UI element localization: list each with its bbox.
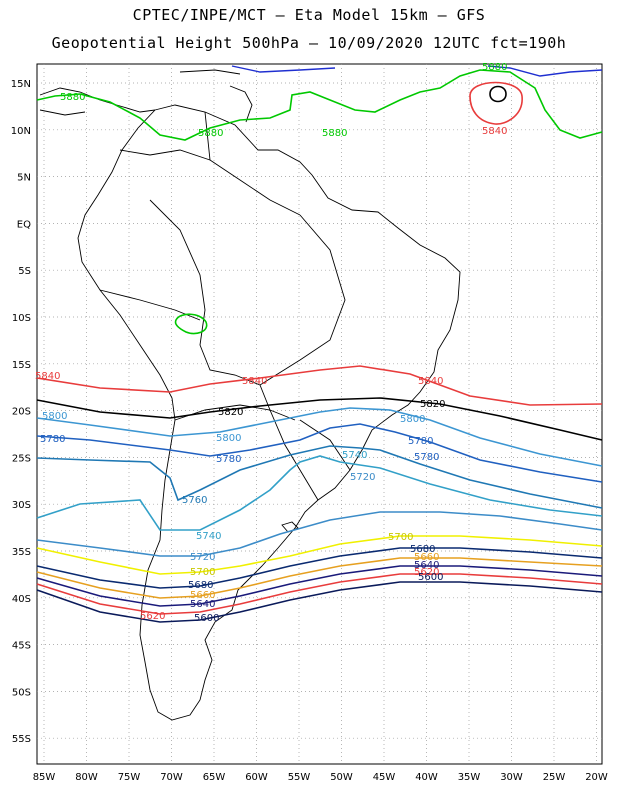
label-5880: 5880	[198, 128, 223, 139]
label-5840: 5840	[242, 376, 267, 387]
label-5780: 5780	[414, 452, 439, 463]
contour-5880-loop-bolivia	[174, 313, 208, 335]
lat-tick-label: 25S	[12, 453, 31, 464]
contour-5820	[36, 397, 603, 441]
longitude-axis: 85W 80W 75W 70W 65W 60W 55W 50W 45W 40W 35W 30W 25W 2…	[33, 772, 608, 783]
label-5700: 5700	[388, 532, 413, 543]
contour-5840-north-loop	[469, 81, 523, 125]
lon-tick-label: 70W	[160, 772, 183, 783]
contour-5640	[36, 565, 603, 607]
label-5740: 5740	[196, 531, 221, 542]
lat-tick-label: 15N	[11, 79, 31, 90]
contour-5760	[36, 445, 603, 509]
label-5660: 5660	[414, 552, 439, 563]
lon-tick-label: 65W	[203, 772, 226, 783]
label-5700: 5700	[190, 567, 215, 578]
label-5880: 5880	[322, 128, 347, 139]
lat-tick-label: 30S	[12, 500, 31, 511]
contour-5620	[36, 573, 603, 615]
contour-5780	[36, 423, 603, 483]
contour-5660	[36, 557, 603, 599]
label-5880: 5880	[482, 62, 507, 73]
contour-5720	[36, 511, 603, 557]
label-5800: 5800	[216, 433, 241, 444]
lat-tick-label: 10S	[12, 313, 31, 324]
lat-tick-label: 45S	[12, 641, 31, 652]
lon-tick-label: 40W	[415, 772, 438, 783]
label-5680: 5680	[410, 544, 435, 555]
label-5800: 5800	[42, 411, 67, 422]
label-5840: 5840	[35, 371, 60, 382]
lat-tick-label: 10N	[11, 126, 31, 137]
label-5780: 5780	[40, 434, 65, 445]
lat-tick-label: EQ	[17, 219, 31, 230]
label-5740: 5740	[342, 450, 367, 461]
label-5780: 5780	[408, 436, 433, 447]
map-title-line1: CPTEC/INPE/MCT – Eta Model 15km – GFS	[132, 6, 486, 24]
label-5680: 5680	[188, 580, 213, 591]
lon-tick-label: 85W	[33, 772, 56, 783]
lat-tick-label: 5S	[18, 266, 31, 277]
lon-tick-label: 35W	[458, 772, 481, 783]
map-title-line2: Geopotential Height 500hPa – 10/09/2020 …	[51, 34, 567, 52]
contour-5600	[36, 581, 603, 623]
lat-tick-label: 50S	[12, 687, 31, 698]
label-5840: 5840	[482, 126, 507, 137]
lat-tick-label: 15S	[12, 360, 31, 371]
lon-tick-label: 75W	[118, 772, 141, 783]
lat-tick-label: 40S	[12, 594, 31, 605]
label-5800: 5800	[400, 414, 425, 425]
contour-5880-north	[36, 69, 603, 141]
lat-tick-label: 55S	[12, 734, 31, 745]
lon-tick-label: 20W	[585, 772, 608, 783]
label-5880: 5880	[60, 92, 85, 103]
label-5620: 5620	[140, 611, 165, 622]
label-5760: 5760	[182, 495, 207, 506]
lat-tick-label: 20S	[12, 407, 31, 418]
lon-tick-label: 25W	[543, 772, 566, 783]
contour-high-center-loop	[489, 85, 507, 103]
label-5600: 5600	[194, 613, 219, 624]
label-5720: 5720	[350, 472, 375, 483]
label-5620: 5620	[414, 567, 439, 578]
contour-5800	[36, 407, 603, 467]
label-5720: 5720	[190, 552, 215, 563]
lon-tick-label: 80W	[75, 772, 98, 783]
lon-tick-label: 55W	[288, 772, 311, 783]
label-5660: 5660	[190, 590, 215, 601]
latitude-axis: 15N 10N 5N EQ 5S 10S 15S 20S 25S 30S 35S 40S 45S 50S 5…	[11, 79, 31, 745]
label-5600: 5600	[418, 572, 443, 583]
label-5820: 5820	[420, 399, 445, 410]
lat-tick-label: 35S	[12, 547, 31, 558]
graticule	[37, 64, 602, 764]
label-5780: 5780	[216, 454, 241, 465]
contour-5840-south	[36, 365, 603, 406]
label-5820: 5820	[218, 407, 243, 418]
label-5640: 5640	[190, 599, 215, 610]
contour-5740	[36, 455, 603, 531]
label-5640: 5640	[414, 560, 439, 571]
label-5840: 5840	[418, 376, 443, 387]
lon-tick-label: 60W	[245, 772, 268, 783]
contour-5700	[36, 535, 603, 575]
lon-tick-label: 30W	[500, 772, 523, 783]
lon-tick-label: 50W	[330, 772, 353, 783]
contour-5680	[36, 547, 603, 589]
lon-tick-label: 45W	[373, 772, 396, 783]
lat-tick-label: 5N	[17, 173, 31, 184]
contour-5860-north	[231, 65, 603, 77]
